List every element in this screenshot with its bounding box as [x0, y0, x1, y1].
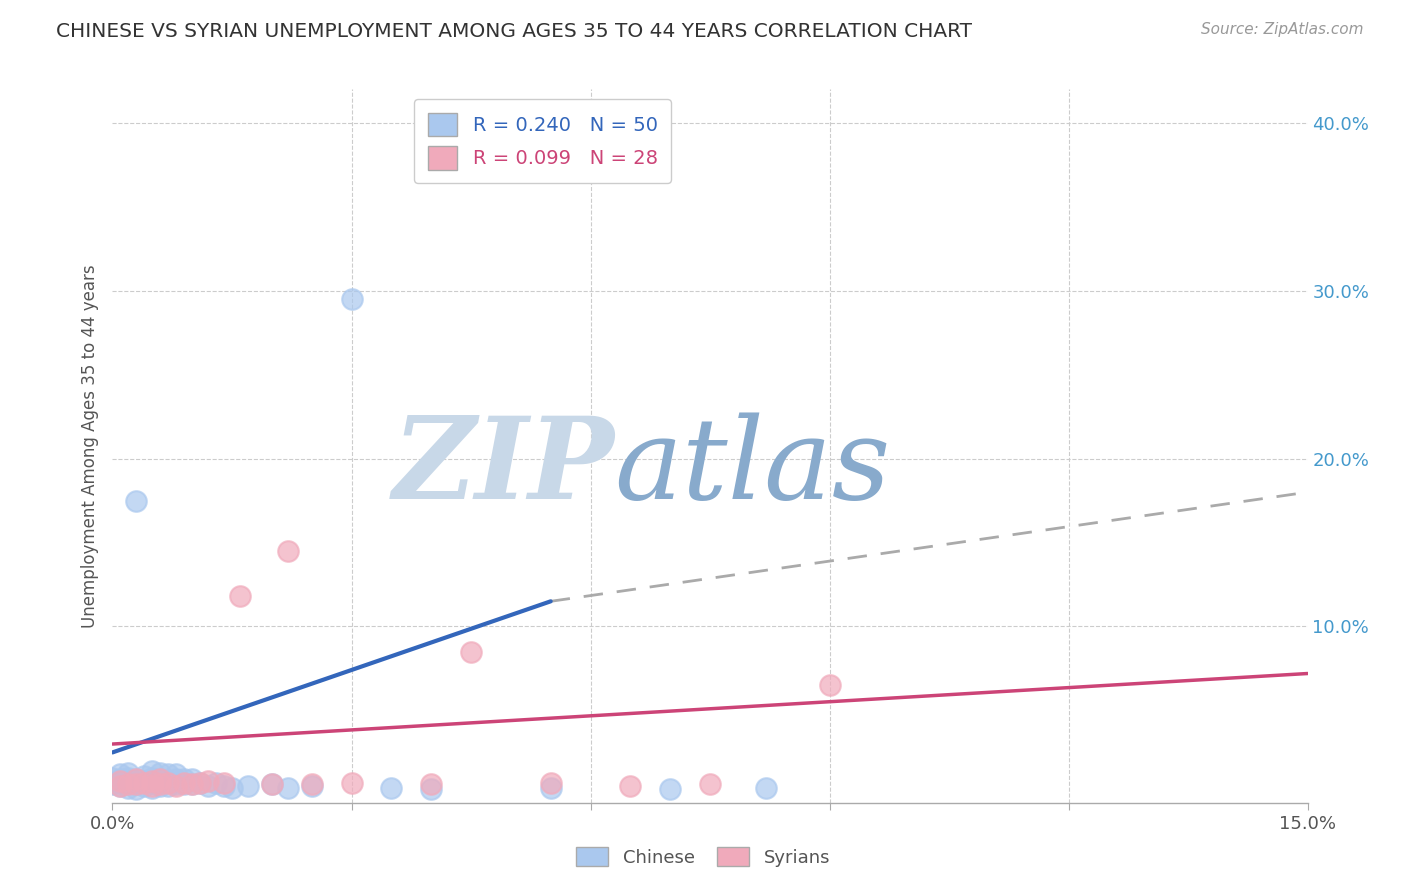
Point [619, 779, 641, 793]
Text: ZIP: ZIP [392, 412, 614, 523]
Point [181, 772, 204, 787]
Point [340, 775, 363, 789]
Point [165, 767, 187, 781]
Point [149, 772, 172, 787]
Point [117, 775, 139, 789]
Point [173, 772, 195, 787]
Point [125, 777, 148, 791]
Point [134, 769, 156, 783]
Point [125, 493, 148, 508]
Point [165, 772, 187, 787]
Point [212, 775, 235, 789]
Point [110, 779, 132, 793]
Point [301, 777, 323, 791]
Point [157, 774, 180, 789]
Point [157, 779, 180, 793]
Point [117, 765, 139, 780]
Point [141, 774, 163, 789]
Point [340, 292, 363, 306]
Point [173, 777, 195, 791]
Y-axis label: Unemployment Among Ages 35 to 44 years: Unemployment Among Ages 35 to 44 years [80, 264, 98, 628]
Point [260, 777, 283, 791]
Point [540, 780, 562, 795]
Point [149, 779, 172, 793]
Point [188, 775, 211, 789]
Point [117, 780, 139, 795]
Point [117, 777, 139, 791]
Point [173, 775, 195, 789]
Point [149, 775, 172, 789]
Text: CHINESE VS SYRIAN UNEMPLOYMENT AMONG AGES 35 TO 44 YEARS CORRELATION CHART: CHINESE VS SYRIAN UNEMPLOYMENT AMONG AGE… [56, 22, 972, 41]
Point [110, 774, 132, 789]
Point [205, 775, 228, 789]
Point [141, 764, 163, 778]
Point [110, 772, 132, 787]
Legend: Chinese, Syrians: Chinese, Syrians [569, 840, 837, 874]
Point [125, 772, 148, 787]
Point [460, 645, 482, 659]
Point [141, 775, 163, 789]
Point [181, 777, 204, 791]
Point [149, 765, 172, 780]
Point [149, 777, 172, 791]
Point [229, 589, 252, 603]
Point [110, 767, 132, 781]
Point [125, 777, 148, 791]
Point [110, 779, 132, 793]
Point [117, 771, 139, 785]
Point [236, 779, 259, 793]
Point [221, 780, 243, 795]
Point [101, 777, 124, 791]
Point [699, 777, 721, 791]
Point [420, 777, 443, 791]
Point [197, 779, 219, 793]
Point [149, 772, 172, 787]
Point [659, 782, 682, 797]
Point [380, 780, 402, 795]
Point [277, 780, 299, 795]
Point [141, 779, 163, 793]
Point [134, 779, 156, 793]
Point [165, 777, 187, 791]
Point [110, 775, 132, 789]
Point [277, 544, 299, 558]
Point [188, 775, 211, 789]
Point [157, 775, 180, 789]
Point [141, 780, 163, 795]
Point [181, 777, 204, 791]
Legend: R = 0.240   N = 50, R = 0.099   N = 28: R = 0.240 N = 50, R = 0.099 N = 28 [415, 99, 671, 184]
Point [420, 782, 443, 797]
Point [101, 771, 124, 785]
Point [125, 782, 148, 797]
Point [197, 774, 219, 789]
Point [818, 678, 841, 692]
Point [134, 774, 156, 789]
Point [125, 772, 148, 787]
Point [212, 779, 235, 793]
Point [165, 779, 187, 793]
Point [301, 779, 323, 793]
Text: atlas: atlas [614, 412, 891, 523]
Point [260, 777, 283, 791]
Point [141, 771, 163, 785]
Text: Source: ZipAtlas.com: Source: ZipAtlas.com [1201, 22, 1364, 37]
Point [755, 780, 778, 795]
Point [157, 767, 180, 781]
Point [540, 775, 562, 789]
Point [134, 775, 156, 789]
